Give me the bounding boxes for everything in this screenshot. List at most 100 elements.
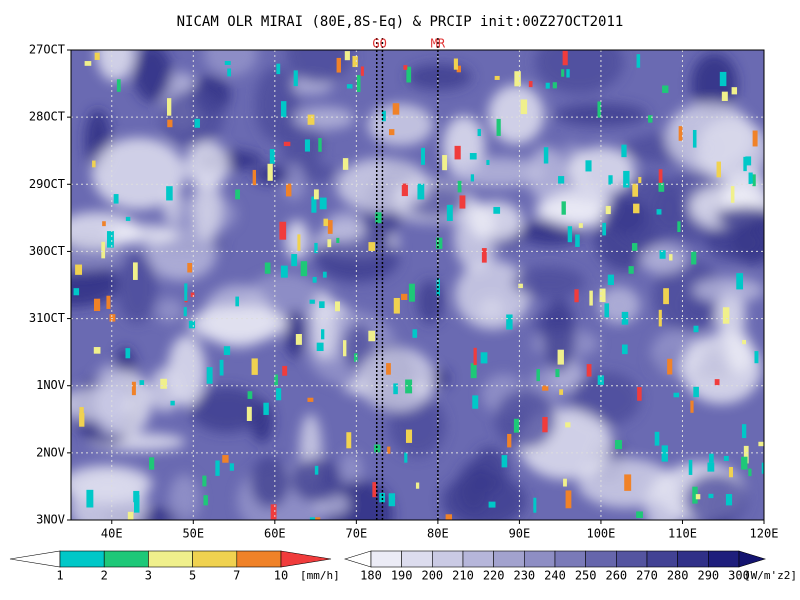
precip-spot	[604, 303, 610, 318]
precip-spot	[405, 429, 413, 443]
colorbar-label: 240	[544, 569, 566, 583]
precip-spot	[669, 254, 673, 261]
precip-spot	[406, 66, 412, 83]
precip-spot	[513, 418, 520, 433]
field-patch	[71, 243, 124, 272]
precip-spot	[470, 174, 475, 182]
precip-spot	[691, 251, 697, 265]
colorbar-label: 10	[274, 569, 288, 583]
x-tick-label: 70E	[346, 527, 368, 541]
field-patch	[285, 219, 310, 261]
field-patch	[681, 333, 762, 404]
colorbar-unit: [mm/h]	[300, 569, 340, 582]
precip-spot	[673, 392, 680, 398]
colorbar-segment	[616, 550, 648, 568]
precip-spot	[269, 149, 275, 164]
colorbar-segment	[401, 550, 433, 568]
precip-spot	[336, 57, 341, 73]
colorbar-arrow	[9, 550, 61, 568]
precip-spot	[472, 395, 479, 409]
precip-spot	[436, 237, 443, 249]
colorbar-segment	[585, 550, 617, 568]
precip-spot	[637, 387, 642, 401]
precip-spot	[743, 445, 749, 464]
precip-spot	[293, 70, 298, 87]
precip-spot	[658, 169, 663, 183]
precip-spot	[166, 98, 172, 116]
precip-spot	[247, 391, 253, 399]
precip-spot	[566, 69, 570, 78]
colorbar-label: 290	[697, 569, 719, 583]
precip-spot	[356, 75, 361, 92]
precip-spot	[304, 139, 310, 152]
precip-spot	[307, 397, 314, 402]
precip-spot	[354, 353, 358, 362]
precip-spot	[693, 325, 699, 333]
precip-spot	[561, 69, 565, 77]
y-tick-label: 30OCT	[29, 244, 65, 258]
precip-spot	[552, 82, 557, 89]
colorbar-segment	[708, 550, 740, 568]
field-patch	[570, 372, 641, 427]
precip-spot	[623, 170, 630, 188]
precip-spot	[488, 501, 496, 508]
precip-spot	[567, 226, 573, 243]
x-tick-label: 100E	[586, 527, 615, 541]
precip-spot	[494, 75, 500, 80]
precip-spot	[166, 186, 173, 201]
precip-spot	[344, 51, 350, 61]
precip-spot	[597, 101, 602, 118]
field-patch	[542, 297, 576, 373]
precip-spot	[300, 261, 308, 277]
precip-spot	[415, 482, 420, 489]
precip-spot	[309, 299, 315, 304]
precip-spot	[628, 266, 634, 274]
precip-spot	[246, 406, 252, 421]
precip-spot	[401, 293, 408, 300]
field-patch	[92, 364, 127, 436]
precip-spot	[442, 155, 448, 171]
precip-spot	[621, 311, 629, 325]
colorbar-label: 220	[483, 569, 505, 583]
precip-spot	[307, 114, 315, 125]
precip-spot	[661, 445, 668, 462]
field-patch	[494, 388, 557, 449]
precip-spot	[316, 342, 324, 352]
field-patch	[282, 163, 306, 201]
precip-spot	[624, 474, 632, 491]
precip-spot	[663, 288, 669, 305]
precip-spot	[194, 118, 200, 128]
precip-spot	[282, 365, 288, 376]
precip-spot	[113, 194, 119, 204]
precip-spot	[721, 91, 728, 101]
precip-spot	[667, 358, 673, 375]
precip-spot	[761, 462, 764, 474]
precip-spot	[563, 478, 567, 487]
field-patch	[292, 106, 355, 130]
precip-spot	[352, 55, 358, 68]
field-patch	[339, 451, 363, 489]
colorbar-segment	[236, 550, 282, 568]
precip-spot	[219, 359, 224, 376]
precip-spot	[134, 495, 140, 513]
field-patch	[665, 102, 755, 172]
colorbar-label: 7	[233, 569, 240, 583]
field-patch	[468, 201, 523, 242]
precip-spot	[368, 330, 376, 342]
precip-spot	[658, 309, 662, 327]
precip-spot	[575, 234, 580, 247]
precip-spot	[493, 206, 501, 214]
precip-spot	[285, 183, 292, 197]
precip-spot	[131, 381, 136, 396]
precip-spot	[486, 159, 490, 165]
y-tick-label: 28OCT	[29, 110, 65, 124]
precip-spot	[297, 234, 301, 251]
precip-spot	[574, 289, 579, 303]
precip-spot	[417, 183, 425, 200]
colorbar-unit: [W/m'z2]	[744, 569, 797, 582]
colorbar-segment	[432, 550, 464, 568]
field-patch	[192, 173, 222, 242]
field-patch	[341, 322, 375, 371]
precip-spot	[741, 456, 748, 470]
